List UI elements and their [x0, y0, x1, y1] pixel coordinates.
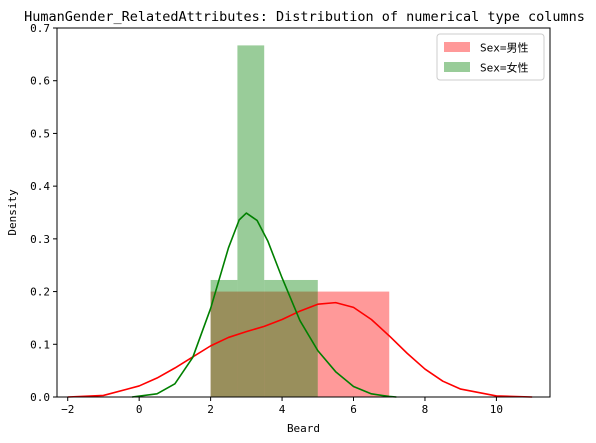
chart-title: HumanGender_RelatedAttributes: Distribut… — [24, 9, 585, 25]
legend: Sex=男性 Sex=女性 — [436, 33, 545, 81]
kde-line-series2 — [131, 212, 397, 398]
x-tick-label: 10 — [490, 403, 503, 416]
y-tick-label: 0.2 — [30, 286, 50, 299]
x-tick-label: 6 — [350, 403, 357, 416]
y-tick-label: 0.5 — [30, 127, 50, 140]
y-axis: 0.0 0.1 0.2 0.3 0.4 0.5 0.6 0.7 — [30, 22, 57, 404]
y-tick-label: 0.4 — [30, 180, 50, 193]
y-tick-label: 0.0 — [30, 391, 50, 404]
x-tick-label: 8 — [422, 403, 429, 416]
y-tick-label: 0.6 — [30, 75, 50, 88]
x-axis: −2 0 2 4 6 8 10 — [61, 397, 503, 416]
legend-swatch — [444, 42, 470, 52]
legend-box — [436, 33, 545, 81]
x-tick-label: −2 — [61, 403, 74, 416]
legend-label: Sex=男性 — [480, 41, 529, 55]
bar-series1-bin1 — [210, 291, 318, 397]
y-axis-label: Density — [6, 189, 19, 236]
legend-swatch — [444, 62, 470, 72]
x-axis-label: Beard — [287, 422, 320, 435]
kde-line-series1 — [67, 301, 533, 398]
y-tick-label: 0.1 — [30, 338, 50, 351]
plot-area — [67, 45, 533, 398]
y-tick-label: 0.7 — [30, 22, 50, 35]
bar-series1-bin2 — [317, 291, 390, 397]
x-tick-label: 4 — [279, 403, 286, 416]
y-tick-label: 0.3 — [30, 233, 50, 246]
plot-frame — [56, 27, 551, 398]
bar-series2-bin2 — [237, 45, 265, 397]
legend-label: Sex=女性 — [480, 61, 529, 75]
x-tick-label: 2 — [207, 403, 214, 416]
x-tick-label: 0 — [136, 403, 143, 416]
bar-series2-bin1 — [210, 279, 238, 397]
